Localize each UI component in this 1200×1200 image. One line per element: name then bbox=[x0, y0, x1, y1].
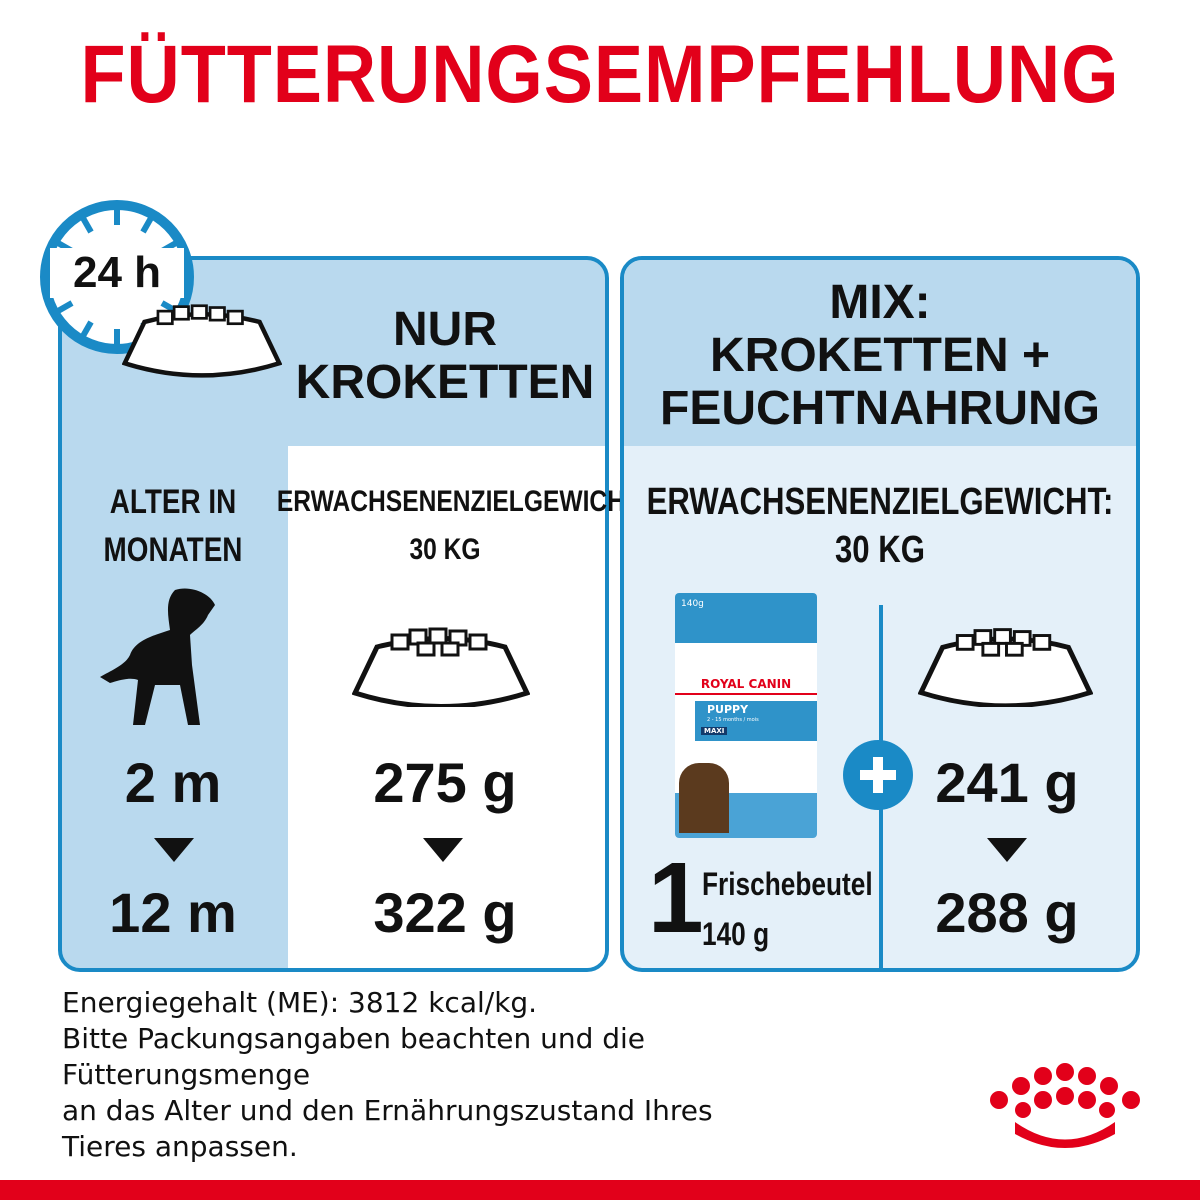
pouch-weight: 140g bbox=[681, 599, 704, 609]
left-amount-from: 275 g bbox=[373, 751, 517, 814]
pouch-image: 140g ROYAL CANIN PUPPY 2 - 15 months / m… bbox=[675, 593, 817, 838]
right-heading-3: FEUCHTNAHRUNG bbox=[660, 382, 1100, 435]
footer-red-bar bbox=[0, 1180, 1200, 1200]
puppy-icon bbox=[100, 588, 215, 725]
pouch-range: 2 - 15 months / mois bbox=[707, 717, 759, 723]
arrow-down-icon bbox=[154, 838, 194, 862]
left-weight-value: 30 KG bbox=[409, 533, 481, 566]
food-bowl-icon bbox=[122, 304, 282, 378]
kibble-only-panel bbox=[58, 256, 609, 972]
royal-canin-crown-logo bbox=[990, 1063, 1140, 1148]
right-heading-1: MIX: bbox=[829, 276, 931, 329]
note-line: Fütterungsmenge bbox=[62, 1058, 311, 1091]
note-line: Bitte Packungsangaben beachten und die bbox=[62, 1022, 646, 1055]
note-line: Energiegehalt (ME): 3812 kcal/kg. bbox=[62, 986, 538, 1019]
clock-label: 24 h bbox=[50, 248, 184, 298]
pouch-product: PUPPY bbox=[707, 703, 749, 716]
right-amount-to: 288 g bbox=[935, 881, 1079, 944]
age-label-2: MONATEN bbox=[103, 531, 243, 569]
feeding-notes: Energiegehalt (ME): 3812 kcal/kg. Bitte … bbox=[62, 985, 713, 1165]
right-heading-2: KROKETTEN + bbox=[709, 329, 1051, 382]
right-weight-value: 30 KG bbox=[834, 529, 926, 571]
plus-icon bbox=[843, 740, 913, 810]
food-bowl-icon bbox=[918, 628, 1093, 707]
age-to: 12 m bbox=[109, 881, 237, 944]
note-line: Tieres anpassen. bbox=[62, 1130, 298, 1163]
kibble-column bbox=[288, 446, 605, 968]
pouch-size: MAXI bbox=[701, 727, 728, 735]
age-label-1: ALTER IN bbox=[109, 483, 237, 521]
left-weight-label: ERWACHSENENZIELGEWICHT: bbox=[276, 485, 646, 518]
left-heading-2: KROKETTEN bbox=[295, 356, 595, 409]
left-heading-1: NUR bbox=[393, 303, 497, 356]
food-bowl-icon bbox=[352, 627, 530, 707]
pouch-name: Frischebeutel bbox=[702, 866, 873, 902]
left-amount-to: 322 g bbox=[373, 881, 517, 944]
pouch-count: 1 bbox=[648, 842, 704, 954]
age-from: 2 m bbox=[124, 751, 222, 814]
right-weight-label: ERWACHSENENZIELGEWICHT: bbox=[646, 481, 1114, 523]
right-amount-from: 241 g bbox=[935, 751, 1079, 814]
pouch-brand: ROYAL CANIN bbox=[700, 677, 792, 691]
arrow-down-icon bbox=[987, 838, 1027, 862]
page-title: FÜTTERUNGSEMPFEHLUNG bbox=[80, 29, 1120, 120]
pouch-size-label: 140 g bbox=[702, 916, 770, 952]
note-line: an das Alter und den Ernährungszustand I… bbox=[62, 1094, 713, 1127]
arrow-down-icon bbox=[423, 838, 463, 862]
